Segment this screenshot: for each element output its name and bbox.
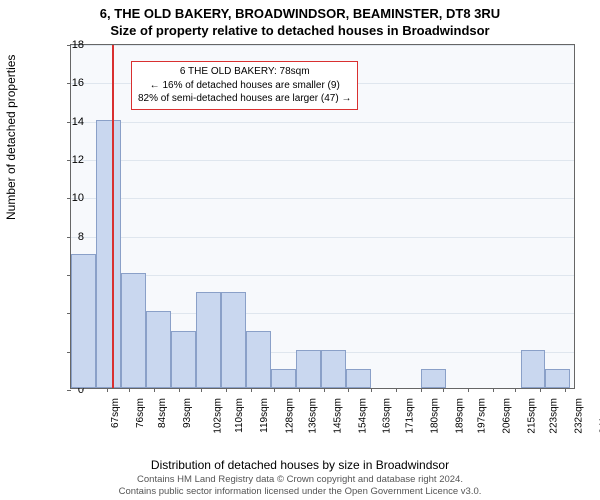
x-tick [348, 388, 349, 392]
gridline [71, 237, 574, 238]
x-tick [251, 388, 252, 392]
annotation-line1: 6 THE OLD BAKERY: 78sqm [138, 65, 351, 79]
chart-title-block: 6, THE OLD BAKERY, BROADWINDSOR, BEAMINS… [0, 0, 600, 40]
x-tick-label: 197sqm [476, 398, 487, 434]
x-tick [324, 388, 325, 392]
x-tick-label: 119sqm [259, 398, 270, 433]
histogram-bar [71, 254, 96, 388]
histogram-bar [545, 369, 570, 388]
x-tick-label: 171sqm [404, 398, 415, 434]
gridline [71, 45, 574, 46]
chart-area: 02468101214161867sqm76sqm84sqm93sqm102sq… [50, 44, 575, 409]
x-tick-label: 232sqm [574, 398, 585, 434]
gridline [71, 160, 574, 161]
x-tick-label: 163sqm [382, 398, 393, 434]
x-axis-label: Distribution of detached houses by size … [0, 458, 600, 472]
gridline [71, 275, 574, 276]
x-tick-label: 145sqm [332, 398, 343, 434]
histogram-bar [171, 331, 196, 389]
x-tick [82, 388, 83, 392]
title-line-1: 6, THE OLD BAKERY, BROADWINDSOR, BEAMINS… [0, 6, 600, 23]
x-tick [154, 388, 155, 392]
annotation-box: 6 THE OLD BAKERY: 78sqm← 16% of detached… [131, 61, 358, 110]
x-tick [443, 388, 444, 392]
x-tick-label: 128sqm [285, 398, 296, 434]
x-tick [493, 388, 494, 392]
histogram-bar [521, 350, 546, 388]
x-tick-label: 76sqm [135, 398, 146, 428]
x-tick-label: 180sqm [429, 398, 440, 434]
x-tick [107, 388, 108, 392]
gridline [71, 122, 574, 123]
x-tick [179, 388, 180, 392]
annotation-line3: 82% of semi-detached houses are larger (… [138, 92, 351, 106]
x-tick [468, 388, 469, 392]
x-tick [274, 388, 275, 392]
x-tick [515, 388, 516, 392]
gridline [71, 198, 574, 199]
x-tick-label: 189sqm [454, 398, 465, 434]
histogram-bar [146, 311, 171, 388]
annotation-line2: ← 16% of detached houses are smaller (9) [138, 79, 351, 93]
histogram-bar [196, 292, 221, 388]
x-tick [226, 388, 227, 392]
x-tick-label: 67sqm [110, 398, 121, 428]
histogram-bar [121, 273, 146, 388]
y-tick-label: 8 [60, 231, 84, 243]
y-tick-label: 16 [60, 77, 84, 89]
x-tick-label: 154sqm [357, 398, 368, 434]
x-tick [371, 388, 372, 392]
plot-region: 02468101214161867sqm76sqm84sqm93sqm102sq… [70, 44, 575, 389]
x-tick-label: 102sqm [213, 398, 224, 434]
x-tick-label: 206sqm [501, 398, 512, 434]
histogram-bar [421, 369, 446, 388]
histogram-bar [246, 331, 271, 389]
x-tick [421, 388, 422, 392]
x-tick [396, 388, 397, 392]
x-tick-label: 110sqm [234, 398, 245, 433]
x-tick-label: 136sqm [307, 398, 318, 434]
y-tick-label: 12 [60, 154, 84, 166]
histogram-bar [346, 369, 371, 388]
x-tick-label: 93sqm [182, 398, 193, 428]
y-tick-label: 14 [60, 116, 84, 128]
x-tick-label: 215sqm [526, 398, 537, 434]
x-tick-label: 223sqm [549, 398, 560, 434]
x-tick [129, 388, 130, 392]
highlight-line [112, 45, 114, 388]
x-tick-label: 84sqm [157, 398, 168, 428]
histogram-bar [96, 120, 121, 388]
x-tick [201, 388, 202, 392]
y-tick-label: 18 [60, 39, 84, 51]
title-line-2: Size of property relative to detached ho… [0, 23, 600, 40]
histogram-bar [221, 292, 246, 388]
histogram-bar [321, 350, 346, 388]
x-tick [565, 388, 566, 392]
footer-attribution: Contains HM Land Registry data © Crown c… [0, 474, 600, 498]
footer-line-2: Contains public sector information licen… [0, 486, 600, 498]
histogram-bar [296, 350, 321, 388]
y-axis-label: Number of detached properties [4, 55, 18, 220]
histogram-bar [271, 369, 296, 388]
x-tick [299, 388, 300, 392]
x-tick [540, 388, 541, 392]
footer-line-1: Contains HM Land Registry data © Crown c… [0, 474, 600, 486]
y-tick-label: 10 [60, 192, 84, 204]
